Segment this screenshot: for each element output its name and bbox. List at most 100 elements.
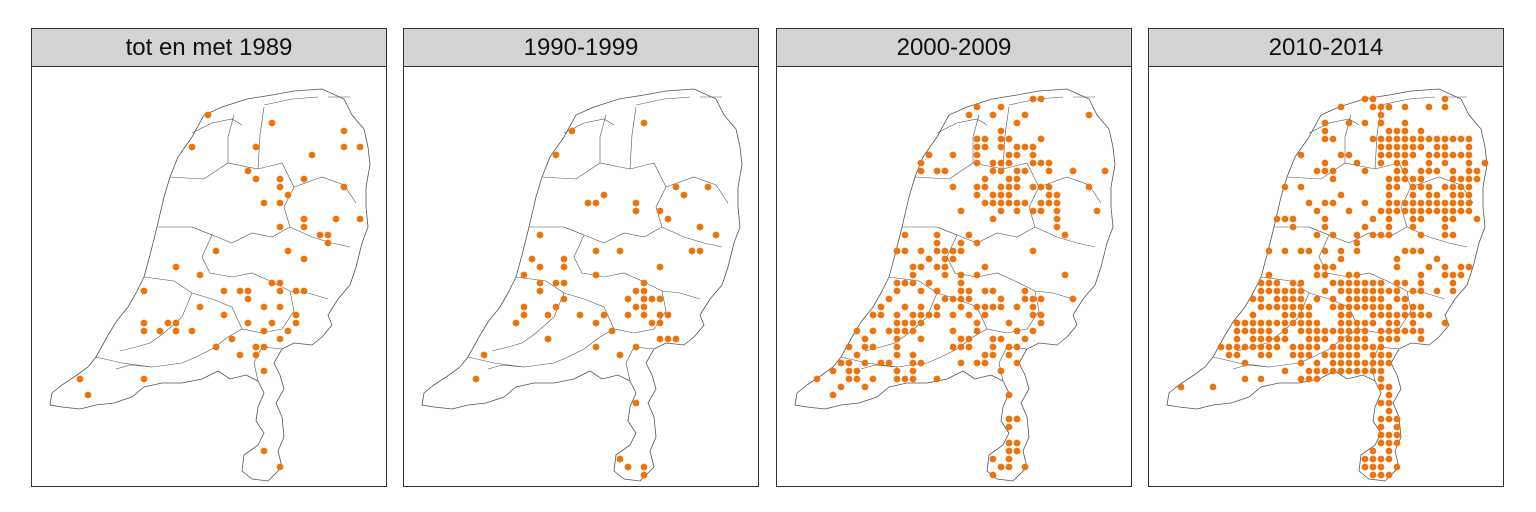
- observation-dot: [1393, 431, 1401, 439]
- observation-dot: [268, 319, 276, 327]
- observation-dot: [1409, 215, 1417, 223]
- observation-dot: [837, 383, 845, 391]
- observation-dot: [997, 143, 1005, 151]
- observation-dot: [1393, 263, 1401, 271]
- observation-dot: [917, 167, 925, 175]
- observation-dot: [1029, 159, 1037, 167]
- observation-dot: [1321, 351, 1329, 359]
- observation-dot: [901, 303, 909, 311]
- observation-dot: [989, 455, 997, 463]
- province-border: [665, 176, 729, 204]
- observation-dot: [656, 263, 664, 271]
- observation-dot: [1393, 319, 1401, 327]
- observation-dot: [356, 143, 364, 151]
- observation-dot: [1321, 327, 1329, 335]
- observation-dot: [172, 327, 180, 335]
- observation-dot: [1345, 207, 1353, 215]
- observation-dot: [1329, 343, 1337, 351]
- observation-dot: [608, 327, 616, 335]
- observation-dot: [172, 319, 180, 327]
- province-border: [143, 276, 243, 330]
- observation-dot: [1361, 279, 1369, 287]
- observation-dot: [1029, 295, 1037, 303]
- observation-dot: [1337, 279, 1345, 287]
- observation-dot: [1369, 343, 1377, 351]
- province-border: [467, 356, 525, 368]
- observation-dot: [592, 343, 600, 351]
- observation-dot: [1013, 199, 1021, 207]
- observation-dot: [568, 127, 576, 135]
- observation-dot: [1281, 295, 1289, 303]
- observation-dot: [1005, 199, 1013, 207]
- observation-dot: [1053, 223, 1061, 231]
- observation-dot: [1473, 167, 1481, 175]
- observation-dot: [1313, 207, 1321, 215]
- observation-dot: [1377, 335, 1385, 343]
- observation-dot: [1217, 343, 1225, 351]
- observation-dot: [632, 399, 640, 407]
- observation-dot: [1329, 351, 1337, 359]
- observation-dot: [1361, 119, 1369, 127]
- province-border: [1308, 118, 1360, 134]
- observation-dot: [648, 319, 656, 327]
- observation-dot: [1225, 343, 1233, 351]
- observation-dot: [909, 271, 917, 279]
- observation-dot: [997, 463, 1005, 471]
- observation-dot: [1289, 351, 1297, 359]
- observation-dot: [1393, 423, 1401, 431]
- observation-dot: [1465, 159, 1473, 167]
- observation-dot: [1433, 135, 1441, 143]
- observation-dot: [901, 247, 909, 255]
- observation-dot: [1377, 423, 1385, 431]
- observation-dot: [1305, 327, 1313, 335]
- observation-dot: [917, 303, 925, 311]
- observation-dot: [1321, 119, 1329, 127]
- observation-dot: [1069, 295, 1077, 303]
- observation-dot: [1321, 335, 1329, 343]
- country-outline: [421, 88, 743, 482]
- observation-dot: [957, 279, 965, 287]
- observation-dot: [156, 327, 164, 335]
- observation-dot: [624, 463, 632, 471]
- observation-dot: [1281, 367, 1289, 375]
- observation-dot: [981, 143, 989, 151]
- observation-dot: [1313, 271, 1321, 279]
- observation-dot: [909, 263, 917, 271]
- observation-dot: [1377, 351, 1385, 359]
- observation-dot: [1321, 271, 1329, 279]
- panel-title: 1990-1999: [404, 29, 758, 67]
- observation-dot: [1417, 247, 1425, 255]
- observation-dot: [925, 255, 933, 263]
- observation-dot: [1385, 407, 1393, 415]
- observation-dot: [1345, 335, 1353, 343]
- observation-dot: [957, 303, 965, 311]
- observation-dot: [1457, 183, 1465, 191]
- province-border: [1212, 356, 1270, 368]
- observation-dot: [212, 343, 220, 351]
- observation-dot: [300, 175, 308, 183]
- observation-dot: [1313, 231, 1321, 239]
- observation-dot: [1385, 175, 1393, 183]
- observation-dot: [1273, 335, 1281, 343]
- observation-dot: [1045, 159, 1053, 167]
- observation-dot: [1409, 207, 1417, 215]
- observation-dot: [893, 375, 901, 383]
- observation-dot: [957, 343, 965, 351]
- observation-dot: [1053, 191, 1061, 199]
- observation-dot: [1249, 319, 1257, 327]
- observation-dot: [592, 199, 600, 207]
- observation-dot: [1005, 343, 1013, 351]
- observation-dot: [672, 183, 680, 191]
- observation-dot: [1449, 207, 1457, 215]
- observation-dot: [1297, 343, 1305, 351]
- observation-dot: [140, 375, 148, 383]
- observation-dot: [1417, 279, 1425, 287]
- observation-dot: [140, 287, 148, 295]
- observation-dot: [829, 367, 837, 375]
- province-border: [119, 292, 193, 352]
- observation-dot: [869, 343, 877, 351]
- observation-dot: [1257, 327, 1265, 335]
- observation-dot: [1449, 191, 1457, 199]
- observation-dot: [973, 359, 981, 367]
- province-border: [625, 346, 655, 382]
